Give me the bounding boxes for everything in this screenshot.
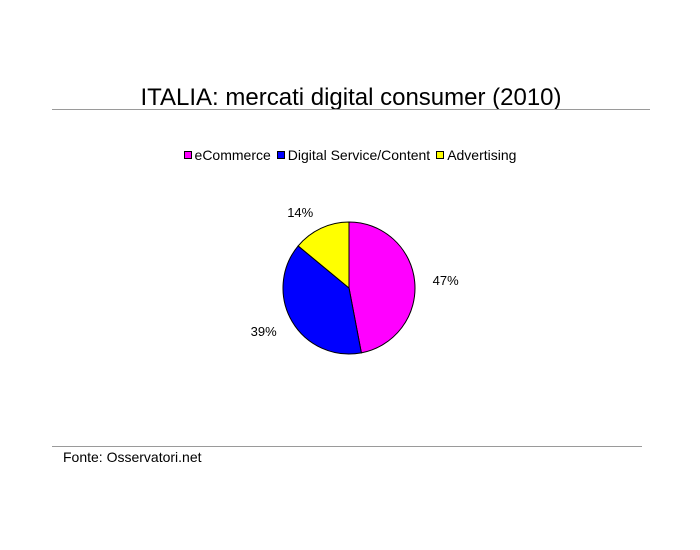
chart-title: ITALIA: mercati digital consumer (2010) bbox=[140, 84, 562, 111]
legend-swatch-digital-service bbox=[276, 151, 285, 159]
title-divider bbox=[52, 109, 650, 110]
legend-label-ecommerce: eCommerce bbox=[194, 147, 271, 163]
footer-divider bbox=[52, 446, 642, 447]
source-note: Fonte: Osservatori.net bbox=[63, 449, 202, 465]
pie-slice-digital-service bbox=[282, 245, 362, 355]
legend-item-ecommerce: eCommerce bbox=[183, 147, 271, 163]
pie-slice-ecommerce bbox=[348, 221, 416, 354]
pie-slice-advertising bbox=[297, 221, 350, 290]
legend-swatch-ecommerce bbox=[183, 151, 192, 159]
data-label-advertising: 14% bbox=[287, 205, 313, 220]
chart-legend: eCommerce Digital Service/Content Advert… bbox=[0, 147, 700, 163]
data-label-digital-service: 39% bbox=[251, 324, 277, 339]
legend-label-advertising: Advertising bbox=[447, 147, 517, 163]
legend-label-digital-service: Digital Service/Content bbox=[287, 147, 431, 163]
legend-item-digital-service: Digital Service/Content bbox=[276, 147, 431, 163]
legend-swatch-advertising bbox=[436, 151, 445, 159]
legend-item-advertising: Advertising bbox=[436, 147, 516, 163]
data-label-ecommerce: 47% bbox=[433, 273, 459, 288]
